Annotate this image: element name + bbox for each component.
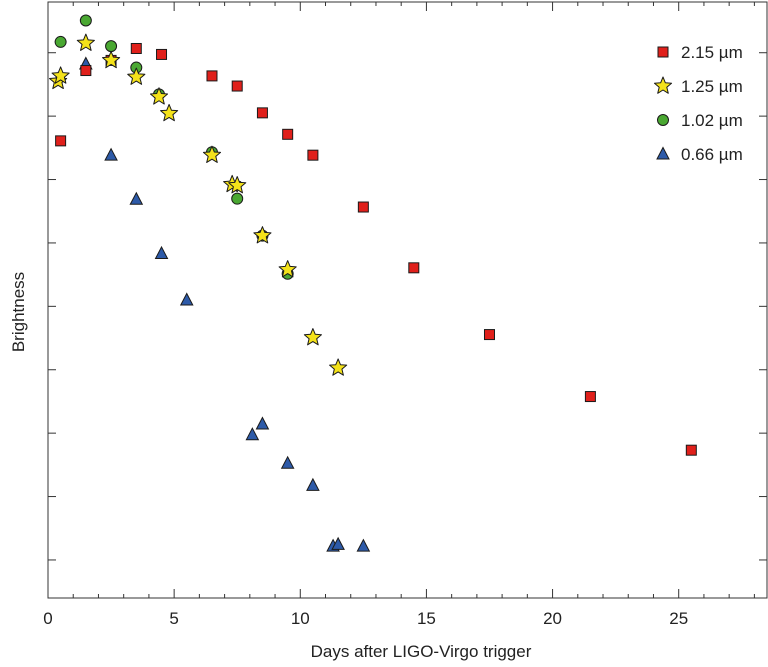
data-point-square (483, 329, 495, 341)
data-point-triangle (356, 538, 371, 552)
data-point-star (253, 226, 272, 244)
data-point-square (282, 128, 294, 140)
data-point-square (584, 391, 596, 403)
data-point-star (149, 87, 169, 105)
legend-label: 1.02 µm (681, 111, 743, 130)
x-tick-label: 15 (417, 609, 436, 628)
data-point-star (76, 33, 95, 51)
legend-marker-star (653, 76, 673, 94)
data-point-square (156, 48, 168, 60)
data-point-star (202, 145, 222, 163)
data-point-star (228, 176, 247, 194)
data-point-circle (105, 40, 118, 53)
data-point-triangle (245, 427, 260, 441)
data-point-square (80, 65, 92, 77)
x-tick-label: 0 (43, 609, 52, 628)
data-point-square (685, 444, 697, 456)
data-point-star (102, 50, 121, 69)
plot-frame (47, 1, 768, 599)
data-point-star (160, 103, 179, 122)
data-point-star (127, 67, 146, 85)
legend-label: 0.66 µm (681, 145, 743, 164)
x-axis-label: Days after LIGO-Virgo trigger (311, 642, 532, 661)
data-point-star (51, 66, 70, 84)
data-point-triangle (179, 292, 194, 306)
legend-marker-square (657, 46, 669, 58)
y-axis-label: Brightness (9, 272, 28, 352)
data-point-triangle (306, 477, 320, 491)
data-point-circle (79, 14, 92, 27)
data-point-triangle (129, 191, 144, 205)
data-point-square (130, 42, 142, 54)
data-point-circle (231, 192, 244, 205)
data-point-triangle (154, 245, 169, 260)
legend-label: 1.25 µm (681, 77, 743, 96)
data-point-square (408, 262, 420, 274)
x-tick-label: 5 (169, 609, 178, 628)
legend-marker-circle (657, 114, 669, 126)
data-point-square (55, 135, 67, 147)
data-point-star (303, 328, 322, 346)
data-point-triangle (255, 416, 270, 430)
x-tick-label: 10 (291, 609, 310, 628)
data-point-square (357, 201, 369, 213)
data-point-triangle (104, 147, 118, 161)
data-point-square (206, 70, 218, 82)
data-point-star (278, 260, 297, 278)
data-point-triangle (331, 536, 345, 550)
data-point-square (307, 149, 319, 161)
x-tick-label: 25 (669, 609, 688, 628)
data-point-triangle (280, 455, 295, 469)
data-point-square (256, 107, 268, 119)
data-point-square (231, 80, 243, 92)
legend-label: 2.15 µm (681, 43, 743, 62)
data-point-star (329, 358, 348, 376)
x-tick-label: 20 (543, 609, 562, 628)
data-point-circle (54, 35, 67, 48)
legend-marker-triangle (656, 146, 670, 160)
